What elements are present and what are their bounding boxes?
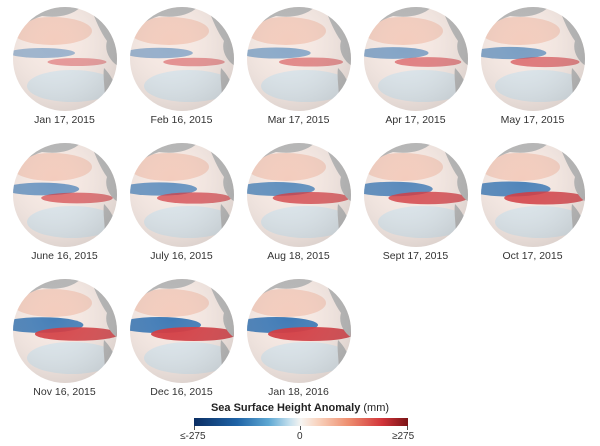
globe-map xyxy=(247,7,351,111)
legend-max-label: ≥275 xyxy=(392,431,415,442)
legend-title: Sea Surface Height Anomaly (mm) xyxy=(180,402,420,414)
tick-min xyxy=(194,426,195,430)
globe-map xyxy=(13,143,117,247)
date-label: May 17, 2015 xyxy=(500,114,565,126)
date-label: Jan 18, 2016 xyxy=(268,386,329,398)
legend-mid-label: 0 xyxy=(297,431,303,442)
legend-unit: (mm) xyxy=(363,402,390,414)
globe-panel: Feb 16, 2015 xyxy=(123,3,240,138)
date-label: Oct 17, 2015 xyxy=(502,250,563,262)
globe-panel: Apr 17, 2015 xyxy=(357,3,474,138)
date-label: July 16, 2015 xyxy=(150,250,213,262)
globe-panel: Jan 17, 2015 xyxy=(6,3,123,138)
globe-map xyxy=(13,7,117,111)
date-label: June 16, 2015 xyxy=(31,250,98,262)
globe-map xyxy=(481,143,585,247)
globe-map xyxy=(130,143,234,247)
date-label: Feb 16, 2015 xyxy=(150,114,213,126)
date-label: Jan 17, 2015 xyxy=(34,114,95,126)
date-label: Sept 17, 2015 xyxy=(382,250,449,262)
date-label: Mar 17, 2015 xyxy=(267,114,330,126)
globe-map xyxy=(130,279,234,383)
globe-map xyxy=(364,7,468,111)
color-scale-bar xyxy=(194,418,408,426)
tick-max xyxy=(407,426,408,430)
date-label: Dec 16, 2015 xyxy=(150,386,213,398)
globe-panel: Dec 16, 2015 xyxy=(123,275,240,410)
globe-map xyxy=(364,143,468,247)
globe-panel: Sept 17, 2015 xyxy=(357,139,474,274)
globe-panel: Nov 16, 2015 xyxy=(6,275,123,410)
date-label: Nov 16, 2015 xyxy=(33,386,96,398)
legend-min-label: ≤-275 xyxy=(180,431,206,442)
globe-panel: Jan 18, 2016 xyxy=(240,275,357,410)
globe-map xyxy=(247,143,351,247)
color-legend: Sea Surface Height Anomaly (mm) ≤-275 0 … xyxy=(180,400,420,446)
globe-panel: July 16, 2015 xyxy=(123,139,240,274)
globe-panel: Oct 17, 2015 xyxy=(474,139,591,274)
date-label: Apr 17, 2015 xyxy=(385,114,446,126)
date-label: Aug 18, 2015 xyxy=(267,250,330,262)
globe-map xyxy=(130,7,234,111)
globe-panel: June 16, 2015 xyxy=(6,139,123,274)
tick-mid xyxy=(300,426,301,430)
globe-panel: May 17, 2015 xyxy=(474,3,591,138)
globe-map xyxy=(13,279,117,383)
globe-map xyxy=(247,279,351,383)
globe-map xyxy=(481,7,585,111)
globe-panel: Aug 18, 2015 xyxy=(240,139,357,274)
legend-title-text: Sea Surface Height Anomaly xyxy=(210,402,361,414)
globe-panel: Mar 17, 2015 xyxy=(240,3,357,138)
